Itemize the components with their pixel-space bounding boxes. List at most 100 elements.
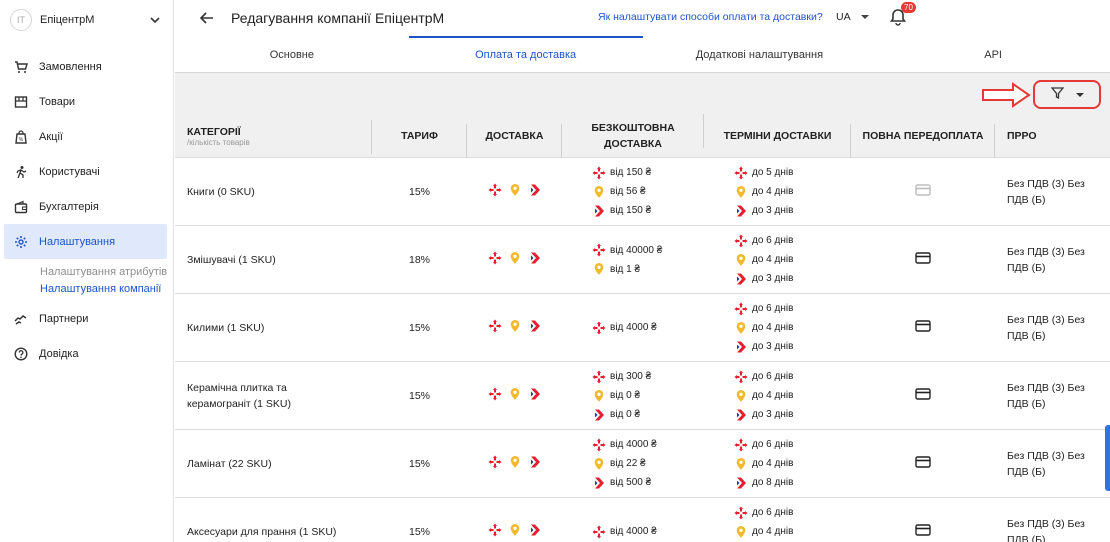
prro-cell: Без ПДВ (3) Без ПДВ (Б) [1007,449,1085,478]
table-row[interactable]: Аксесуари для прання (1 SKU) 15% від 4000 … [175,498,1110,542]
table-row[interactable]: Ламінат (22 SKU) 15% від 4000 ₴ від 22 ₴ від… [175,430,1110,498]
chevron-down-icon[interactable] [147,12,163,28]
pickup-point-icon [734,321,748,335]
delivery-methods-cell [467,319,562,336]
tab-2[interactable]: Додаткові налаштування [695,49,824,61]
prro-cell: Без ПДВ (3) Без ПДВ (Б) [1007,381,1085,410]
filter-button[interactable] [1033,80,1101,109]
bell-icon[interactable] [889,8,910,28]
delivery-term-text: до 3 днів [752,409,794,420]
nova-poshta-icon [734,166,748,180]
courier-delivery-icon [528,183,542,200]
category-cell: Керамічна плитка та керамограніт (1 SKU) [187,381,291,410]
sidebar-item-label: Довідка [39,347,79,360]
payment-delivery-help-link[interactable]: Як налаштувати способи оплати та доставк… [598,11,823,23]
card-icon[interactable] [915,456,931,471]
free-delivery-entry: від 300 ₴ [592,369,704,385]
sidebar-item-label: Замовлення [39,60,102,73]
delivery-term-text: до 4 днів [752,186,794,197]
delivery-term-entry: до 4 днів [734,456,851,472]
prro-cell: Без ПДВ (3) Без ПДВ (Б) [1007,313,1085,342]
language-select[interactable]: UA [836,11,869,23]
delivery-term-list: до 6 днів до 4 днів до 3 днів [704,233,851,287]
sidebar-subitem-0[interactable]: Налаштування атрибутів [40,265,168,278]
side-widget-tab[interactable] [1105,425,1110,491]
gear-icon [14,235,28,249]
company-avatar: IT [10,9,32,31]
tab-0[interactable]: Основне [269,49,315,61]
card-icon[interactable] [915,320,931,335]
header-free-delivery[interactable]: БЕЗКОШТОВНА ДОСТАВКА [562,114,704,152]
delivery-term-text: до 4 днів [752,322,794,333]
pickup-point-icon [508,523,522,540]
back-arrow-icon[interactable] [197,8,217,28]
delivery-term-entry: до 3 днів [734,339,851,355]
sidebar-item-3[interactable]: Користувачі [0,154,173,189]
table-row[interactable]: Змішувачі (1 SKU) 18% від 40000 ₴ від 1 ₴ до… [175,226,1110,294]
sidebar-item-0[interactable]: Замовлення [0,49,173,84]
pickup-point-icon [592,185,606,199]
delivery-term-text: до 6 днів [752,439,794,450]
delivery-methods-cell [467,387,562,404]
table-row[interactable]: Керамічна плитка та керамограніт (1 SKU)… [175,362,1110,430]
tarif-cell: 15% [408,321,430,334]
table-row[interactable]: Книги (0 SKU) 15% від 150 ₴ від 56 ₴ від 150… [175,158,1110,226]
sidebar-item-2[interactable]: % Акції [0,119,173,154]
header-delivery[interactable]: ДОСТАВКА [467,124,562,158]
header-prepayment[interactable]: ПОВНА ПЕРЕДОПЛАТА [851,124,995,158]
sidebar-item-1[interactable]: Товари [0,84,173,119]
free-delivery-text: від 150 ₴ [610,205,652,216]
pickup-point-icon [592,457,606,471]
tab-1[interactable]: Оплата та доставка [408,36,643,72]
delivery-term-entry: до 3 днів [734,203,851,219]
courier-delivery-icon [528,387,542,404]
prro-cell: Без ПДВ (3) Без ПДВ (Б) [1007,177,1085,206]
table-header: КАТЕГОРІЇ /кількість товарів ТАРИФ ДОСТА… [175,114,1110,158]
sidebar-nav: Замовлення Товари% Акції Користувачі Бухгалт… [0,49,173,371]
sidebar-item-4[interactable]: Бухгалтерія [0,189,173,224]
delivery-term-entry: до 6 днів [734,233,851,249]
header-prro[interactable]: ПРРО [1007,130,1037,142]
tab-3[interactable]: API [984,49,1002,61]
tarif-cell: 15% [408,185,430,198]
sidebar-item-5[interactable]: Налаштування [4,224,167,259]
sidebar-item-label: Бухгалтерія [39,200,99,213]
category-cell: Змішувачі (1 SKU) [187,253,276,266]
delivery-term-entry: до 3 днів [734,407,851,423]
category-cell: Ламінат (22 SKU) [187,457,272,470]
wallet-icon [14,200,28,214]
sidebar-item-7[interactable]: Довідка [0,336,173,371]
delivery-term-entry: до 4 днів [734,184,851,200]
company-switcher[interactable]: IT ЕпіцентрМ [0,0,173,40]
prepayment-cell [851,252,995,267]
delivery-terms-cell: до 6 днів до 4 днів до 8 днів [704,437,851,491]
category-cell: Аксесуари для прання (1 SKU) [187,525,337,538]
nova-poshta-icon [592,321,606,335]
sidebar-subitem-1[interactable]: Налаштування компанії [40,282,162,295]
filter-icon [1050,86,1064,104]
user-run-icon [14,165,28,179]
card-icon[interactable] [915,252,931,267]
free-delivery-list: від 4000 ₴ [562,524,704,540]
free-delivery-entry: від 4000 ₴ [592,320,704,336]
delivery-term-entry: до 6 днів [734,301,851,317]
delivery-settings-panel: КАТЕГОРІЇ /кількість товарів ТАРИФ ДОСТА… [175,73,1110,542]
table-row[interactable]: Килими (1 SKU) 15% від 4000 ₴ до 6 днів до 4… [175,294,1110,362]
free-delivery-entry: від 0 ₴ [592,407,704,423]
page-title: Редагування компанії ЕпіцентрМ [231,10,445,26]
delivery-term-entry: до 4 днів [734,320,851,336]
card-icon[interactable] [915,524,931,539]
nova-poshta-icon [592,370,606,384]
header-delivery-terms[interactable]: ТЕРМІНИ ДОСТАВКИ [704,124,851,158]
free-delivery-text: від 150 ₴ [610,167,652,178]
free-delivery-list: від 4000 ₴ [562,320,704,336]
card-icon[interactable] [915,388,931,403]
help-icon [14,346,28,361]
header-tarif[interactable]: ТАРИФ [372,124,467,158]
header-category[interactable]: КАТЕГОРІЇ /кількість товарів [175,119,372,154]
nova-poshta-icon [592,166,606,180]
card-icon[interactable] [915,184,931,199]
sidebar-item-6[interactable]: Партнери [0,301,173,336]
sidebar: IT ЕпіцентрМ Замовлення Товари% Акції Корис… [0,0,174,542]
delivery-terms-cell: до 6 днів до 4 днів до 3 днів [704,301,851,355]
